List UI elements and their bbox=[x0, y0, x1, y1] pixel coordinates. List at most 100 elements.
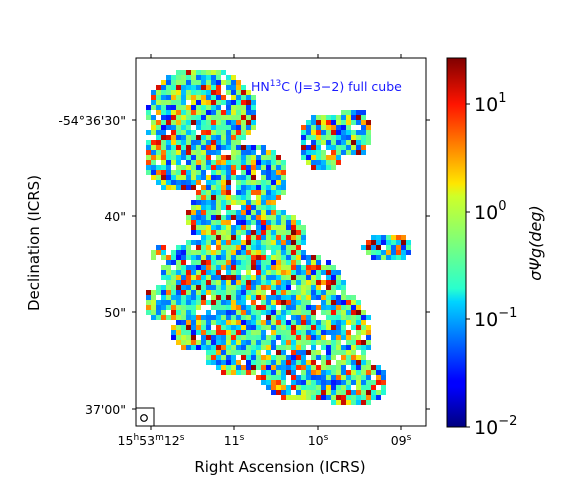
map-pixel bbox=[186, 255, 191, 260]
map-pixel bbox=[236, 285, 241, 290]
map-pixel bbox=[206, 85, 211, 90]
map-pixel bbox=[281, 395, 286, 400]
map-pixel bbox=[306, 160, 311, 165]
map-pixel bbox=[316, 325, 321, 330]
map-pixel bbox=[321, 320, 326, 325]
map-pixel bbox=[176, 95, 181, 100]
map-pixel bbox=[371, 385, 376, 390]
map-pixel bbox=[201, 190, 206, 195]
map-pixel bbox=[211, 300, 216, 305]
map-pixel bbox=[216, 70, 221, 75]
map-pixel bbox=[281, 315, 286, 320]
map-pixel bbox=[161, 105, 166, 110]
map-pixel bbox=[236, 235, 241, 240]
map-pixel bbox=[321, 115, 326, 120]
map-pixel bbox=[296, 310, 301, 315]
map-pixel bbox=[316, 150, 321, 155]
map-pixel bbox=[191, 270, 196, 275]
map-pixel bbox=[176, 335, 181, 340]
map-pixel bbox=[241, 195, 246, 200]
map-pixel bbox=[331, 140, 336, 145]
colorbar-tick-label-1: 100 bbox=[474, 199, 506, 224]
map-pixel bbox=[271, 340, 276, 345]
map-pixel bbox=[231, 320, 236, 325]
map-pixel bbox=[316, 380, 321, 385]
map-pixel bbox=[216, 265, 221, 270]
map-pixel bbox=[301, 320, 306, 325]
map-pixel bbox=[176, 280, 181, 285]
map-pixel bbox=[191, 295, 196, 300]
map-pixel bbox=[326, 370, 331, 375]
map-pixel bbox=[301, 350, 306, 355]
map-pixel bbox=[226, 110, 231, 115]
map-pixel bbox=[256, 230, 261, 235]
map-pixel bbox=[251, 200, 256, 205]
map-pixel bbox=[176, 70, 181, 75]
map-pixel bbox=[331, 375, 336, 380]
map-pixel bbox=[256, 330, 261, 335]
map-pixel bbox=[191, 100, 196, 105]
map-pixel bbox=[221, 220, 226, 225]
map-pixel bbox=[261, 155, 266, 160]
map-pixel bbox=[321, 390, 326, 395]
map-pixel bbox=[196, 205, 201, 210]
map-pixel bbox=[281, 250, 286, 255]
map-pixel bbox=[246, 155, 251, 160]
map-pixel bbox=[181, 345, 186, 350]
map-pixel bbox=[231, 370, 236, 375]
map-pixel bbox=[266, 220, 271, 225]
map-pixel bbox=[296, 290, 301, 295]
map-pixel bbox=[281, 290, 286, 295]
map-pixel bbox=[236, 320, 241, 325]
map-pixel bbox=[316, 275, 321, 280]
map-pixel bbox=[246, 285, 251, 290]
map-pixel bbox=[331, 115, 336, 120]
map-pixel bbox=[266, 340, 271, 345]
map-pixel bbox=[236, 250, 241, 255]
map-pixel bbox=[276, 220, 281, 225]
map-pixel bbox=[176, 180, 181, 185]
map-pixel bbox=[266, 295, 271, 300]
map-pixel bbox=[311, 370, 316, 375]
map-pixel bbox=[311, 150, 316, 155]
map-pixel bbox=[381, 390, 386, 395]
map-pixel bbox=[316, 385, 321, 390]
map-pixel bbox=[331, 335, 336, 340]
map-pixel bbox=[276, 390, 281, 395]
map-pixel bbox=[191, 110, 196, 115]
map-pixel bbox=[211, 105, 216, 110]
map-pixel bbox=[371, 395, 376, 400]
map-pixel bbox=[261, 355, 266, 360]
map-pixel bbox=[176, 260, 181, 265]
map-pixel bbox=[306, 120, 311, 125]
map-pixel bbox=[221, 145, 226, 150]
map-pixel bbox=[246, 160, 251, 165]
map-pixel bbox=[176, 265, 181, 270]
map-pixel bbox=[216, 115, 221, 120]
map-pixel bbox=[246, 290, 251, 295]
map-pixel bbox=[236, 200, 241, 205]
map-pixel bbox=[201, 335, 206, 340]
map-pixel bbox=[216, 160, 221, 165]
map-pixel bbox=[166, 275, 171, 280]
map-pixel bbox=[366, 120, 371, 125]
map-pixel bbox=[266, 175, 271, 180]
map-pixel bbox=[276, 195, 281, 200]
map-pixel bbox=[166, 155, 171, 160]
map-pixel bbox=[341, 320, 346, 325]
map-pixel bbox=[276, 185, 281, 190]
map-pixel bbox=[366, 365, 371, 370]
map-pixel bbox=[151, 90, 156, 95]
map-pixel bbox=[191, 325, 196, 330]
map-pixel bbox=[196, 230, 201, 235]
map-pixel bbox=[166, 110, 171, 115]
map-pixel bbox=[251, 265, 256, 270]
map-pixel bbox=[386, 240, 391, 245]
map-pixel bbox=[261, 235, 266, 240]
map-pixel bbox=[276, 190, 281, 195]
map-pixel bbox=[216, 135, 221, 140]
map-pixel bbox=[266, 165, 271, 170]
map-pixel bbox=[196, 190, 201, 195]
map-pixel bbox=[241, 85, 246, 90]
map-pixel bbox=[346, 110, 351, 115]
